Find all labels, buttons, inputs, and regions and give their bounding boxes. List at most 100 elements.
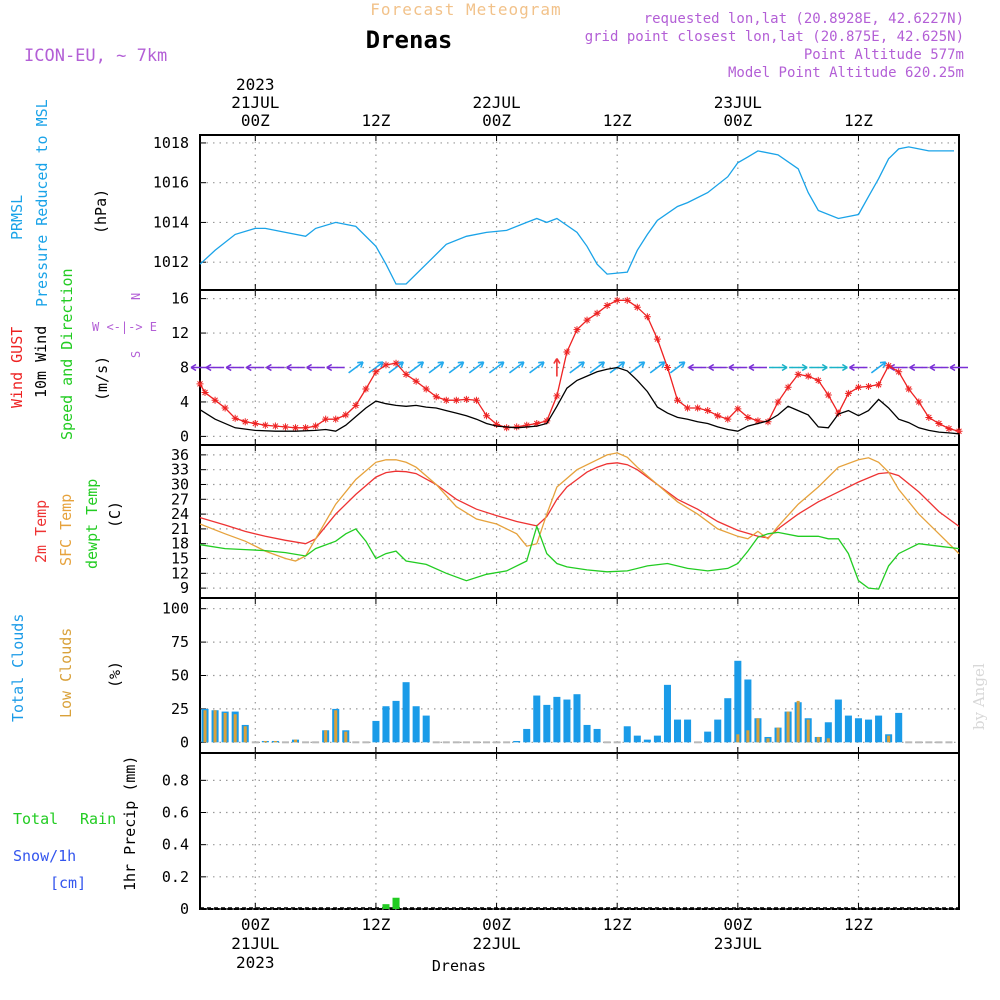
gust-marker (493, 420, 501, 428)
series-line (199, 462, 960, 545)
wind-barb (488, 361, 505, 374)
cloud-bar-total (573, 694, 581, 743)
gust-marker (241, 418, 249, 426)
gust-marker (684, 404, 692, 412)
wind-barb-head (286, 363, 292, 372)
wind-barb (388, 361, 404, 374)
gust-marker (734, 405, 742, 413)
cloud-bar-total (714, 719, 722, 743)
gust-marker (915, 398, 923, 406)
cloud-bar-low (816, 736, 820, 743)
gust-marker (382, 361, 390, 369)
wind-barb-head (457, 361, 465, 368)
y-tick-label: 50 (171, 667, 189, 685)
wind-barb-head (678, 361, 686, 368)
time-label-bottom: 12Z (361, 915, 390, 934)
cloud-bar-low (324, 730, 328, 743)
wind-barb (669, 361, 686, 374)
cloud-bar-total (593, 728, 601, 743)
wind-barb-head (781, 363, 788, 372)
series-line (199, 524, 960, 590)
gust-marker (603, 302, 611, 309)
time-label-bottom: 22JUL (472, 934, 520, 953)
y-tick-label: 0.6 (162, 804, 189, 822)
gust-marker (724, 415, 732, 423)
precip-legend-snow: Snow/1h (13, 847, 76, 865)
time-label-bottom: 21JUL (231, 934, 279, 953)
precip-bar (392, 897, 400, 909)
cloud-bar-low (756, 718, 760, 743)
gust-marker (543, 417, 551, 425)
wind-barb-head (265, 363, 272, 372)
time-label-top: 21JUL (231, 93, 279, 112)
compass-we: W <-|-> E (92, 320, 157, 334)
cloud-bar-total (402, 682, 410, 743)
wind-barb-head (225, 363, 232, 372)
cloud-bar-low (233, 714, 237, 743)
time-label-top: 22JUL (472, 93, 520, 112)
wind-barb-head (748, 363, 755, 372)
gust-marker (221, 404, 229, 412)
wind-barb-head (377, 361, 384, 368)
cloud-bar-total (663, 684, 671, 743)
wind-barb-head (417, 361, 425, 368)
gust-marker (261, 421, 269, 429)
info-line-1: requested lon,lat (20.8928E, 42.6227N) (644, 11, 964, 27)
time-label-bottom: 00Z (723, 915, 752, 934)
gust-marker (623, 296, 631, 304)
gust-marker (352, 401, 360, 409)
gust-marker (663, 364, 671, 371)
y-tick-label: 1016 (153, 174, 189, 192)
cloud-bar-total (684, 719, 692, 743)
time-label-bottom: 12Z (844, 915, 873, 934)
precip-legend-total: Total (13, 810, 58, 828)
cloud-bar-total (563, 699, 571, 743)
plot-panels: 1012101410161018048121691215182124273033… (153, 134, 968, 918)
cloud-bar-total (583, 724, 591, 743)
y-tick-label: 0 (180, 900, 189, 918)
cloud-bar-total (533, 695, 541, 743)
wind-barb-head (879, 361, 887, 368)
precip-legend-cm: [cm] (50, 874, 86, 892)
y-tick-label: 0.2 (162, 868, 189, 886)
wind-barb (529, 361, 545, 374)
wind-barb (508, 361, 525, 374)
cloud-bar-low (243, 726, 247, 743)
gust-marker (865, 382, 873, 390)
wind-barb (368, 361, 384, 374)
cloud-bar-total (724, 698, 732, 743)
cloud-bar-low (293, 739, 298, 743)
time-label-bottom: 12Z (603, 915, 632, 934)
cloud-bar-low (796, 700, 800, 743)
time-label-bottom: 2023 (236, 953, 275, 972)
cloud-bar-total (844, 715, 852, 743)
wind-barb-head (801, 363, 808, 372)
cloud-bar-total (834, 699, 842, 743)
y-tick-label: 8 (180, 359, 189, 377)
compass-n: N (129, 293, 143, 300)
y-tick-label: 27 (171, 490, 189, 508)
low-clouds-label: Low Clouds (57, 628, 75, 718)
wind-barb (408, 361, 424, 374)
gust-marker (694, 404, 702, 412)
wind-barb-head (538, 361, 545, 368)
y-tick-label: 15 (171, 550, 189, 568)
cloud-bar-total (824, 722, 832, 743)
wind-barb-head (205, 363, 212, 372)
wind-barb (348, 361, 364, 374)
cloud-bar-total (653, 735, 661, 743)
wind-barb (569, 361, 585, 374)
gust-marker (342, 411, 350, 419)
wind-barb-head (598, 361, 606, 368)
wind-barb (629, 361, 645, 374)
gust-marker (412, 377, 420, 385)
cloud-bar-low (826, 738, 830, 743)
y-tick-label: 18 (171, 535, 189, 553)
gust-marker (744, 413, 752, 421)
gust-marker (704, 407, 712, 415)
gust-marker (372, 368, 380, 376)
gust-marker (633, 303, 641, 311)
cloud-bar-total (875, 715, 883, 743)
